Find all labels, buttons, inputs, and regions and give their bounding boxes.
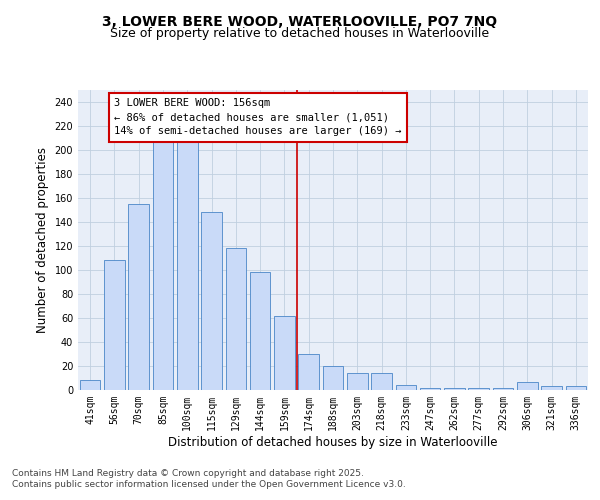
- Text: Contains public sector information licensed under the Open Government Licence v3: Contains public sector information licen…: [12, 480, 406, 489]
- Bar: [323, 366, 343, 390]
- Bar: [420, 388, 440, 390]
- Bar: [517, 382, 538, 390]
- Y-axis label: Number of detached properties: Number of detached properties: [36, 147, 49, 333]
- Bar: [177, 132, 197, 390]
- Bar: [104, 260, 125, 390]
- Bar: [395, 385, 416, 390]
- Bar: [298, 354, 319, 390]
- Bar: [493, 388, 514, 390]
- Bar: [128, 204, 149, 390]
- Bar: [566, 386, 586, 390]
- Bar: [347, 373, 368, 390]
- X-axis label: Distribution of detached houses by size in Waterlooville: Distribution of detached houses by size …: [168, 436, 498, 448]
- Bar: [541, 386, 562, 390]
- Bar: [226, 248, 246, 390]
- Bar: [152, 132, 173, 390]
- Bar: [274, 316, 295, 390]
- Text: Size of property relative to detached houses in Waterlooville: Size of property relative to detached ho…: [110, 28, 490, 40]
- Bar: [469, 388, 489, 390]
- Bar: [250, 272, 271, 390]
- Bar: [371, 373, 392, 390]
- Text: Contains HM Land Registry data © Crown copyright and database right 2025.: Contains HM Land Registry data © Crown c…: [12, 468, 364, 477]
- Text: 3 LOWER BERE WOOD: 156sqm
← 86% of detached houses are smaller (1,051)
14% of se: 3 LOWER BERE WOOD: 156sqm ← 86% of detac…: [115, 98, 402, 136]
- Bar: [80, 380, 100, 390]
- Text: 3, LOWER BERE WOOD, WATERLOOVILLE, PO7 7NQ: 3, LOWER BERE WOOD, WATERLOOVILLE, PO7 7…: [103, 15, 497, 29]
- Bar: [444, 388, 465, 390]
- Bar: [201, 212, 222, 390]
